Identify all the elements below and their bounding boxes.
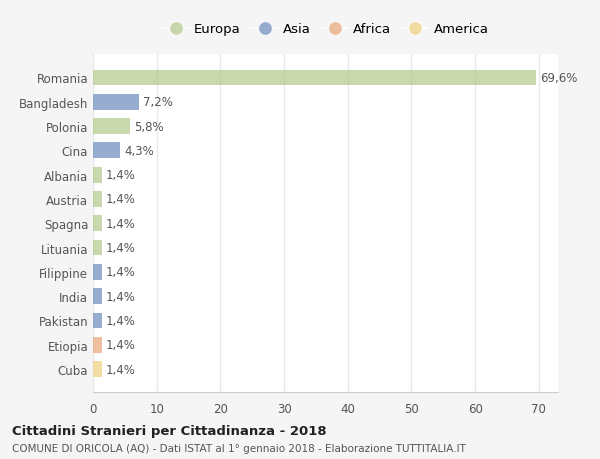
- Text: 1,4%: 1,4%: [106, 314, 136, 327]
- Bar: [93, 264, 102, 280]
- Text: 1,4%: 1,4%: [106, 266, 136, 279]
- Text: 1,4%: 1,4%: [106, 338, 136, 352]
- Text: 1,4%: 1,4%: [106, 193, 136, 206]
- Bar: [93, 95, 139, 111]
- Text: 4,3%: 4,3%: [124, 145, 154, 157]
- Bar: [93, 216, 102, 232]
- Bar: [93, 361, 102, 377]
- Bar: [93, 119, 130, 134]
- Text: 69,6%: 69,6%: [540, 72, 578, 85]
- Text: 1,4%: 1,4%: [106, 241, 136, 254]
- Text: 1,4%: 1,4%: [106, 363, 136, 376]
- Bar: [93, 289, 102, 304]
- Legend: Europa, Asia, Africa, America: Europa, Asia, Africa, America: [157, 18, 494, 41]
- Bar: [93, 192, 102, 207]
- Text: 1,4%: 1,4%: [106, 217, 136, 230]
- Bar: [93, 168, 102, 183]
- Text: 7,2%: 7,2%: [143, 96, 173, 109]
- Text: 1,4%: 1,4%: [106, 290, 136, 303]
- Text: 1,4%: 1,4%: [106, 169, 136, 182]
- Bar: [93, 313, 102, 329]
- Bar: [93, 143, 121, 159]
- Bar: [93, 70, 536, 86]
- Bar: [93, 337, 102, 353]
- Bar: [93, 240, 102, 256]
- Text: 5,8%: 5,8%: [134, 120, 163, 133]
- Text: Cittadini Stranieri per Cittadinanza - 2018: Cittadini Stranieri per Cittadinanza - 2…: [12, 424, 326, 437]
- Text: COMUNE DI ORICOLA (AQ) - Dati ISTAT al 1° gennaio 2018 - Elaborazione TUTTITALIA: COMUNE DI ORICOLA (AQ) - Dati ISTAT al 1…: [12, 443, 466, 453]
